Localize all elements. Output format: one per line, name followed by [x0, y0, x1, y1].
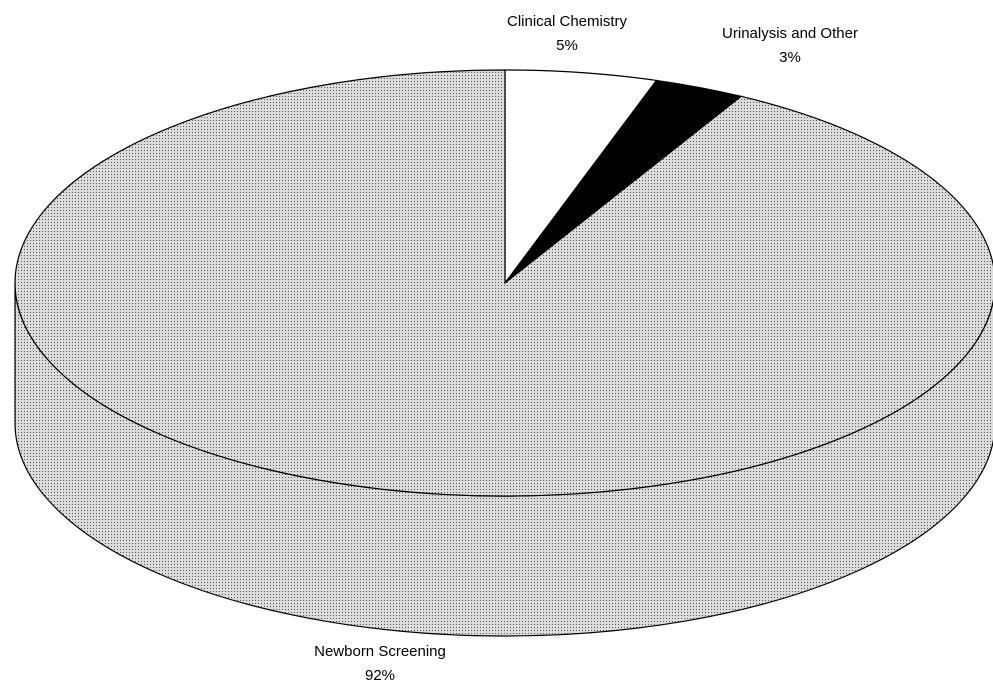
slice-label: Newborn Screening [314, 643, 446, 660]
slice-value-label: 5% [556, 37, 578, 54]
slice-label: Urinalysis and Other [722, 25, 858, 42]
pie-slice [504, 69, 658, 285]
slice-value-label: 92% [365, 667, 395, 684]
pie-slice [14, 69, 993, 497]
pie: Clinical Chemistry 5% Urinalysis and Other… [14, 13, 993, 684]
slice-value-label: 3% [779, 49, 801, 66]
slice-label: Clinical Chemistry [507, 13, 628, 30]
